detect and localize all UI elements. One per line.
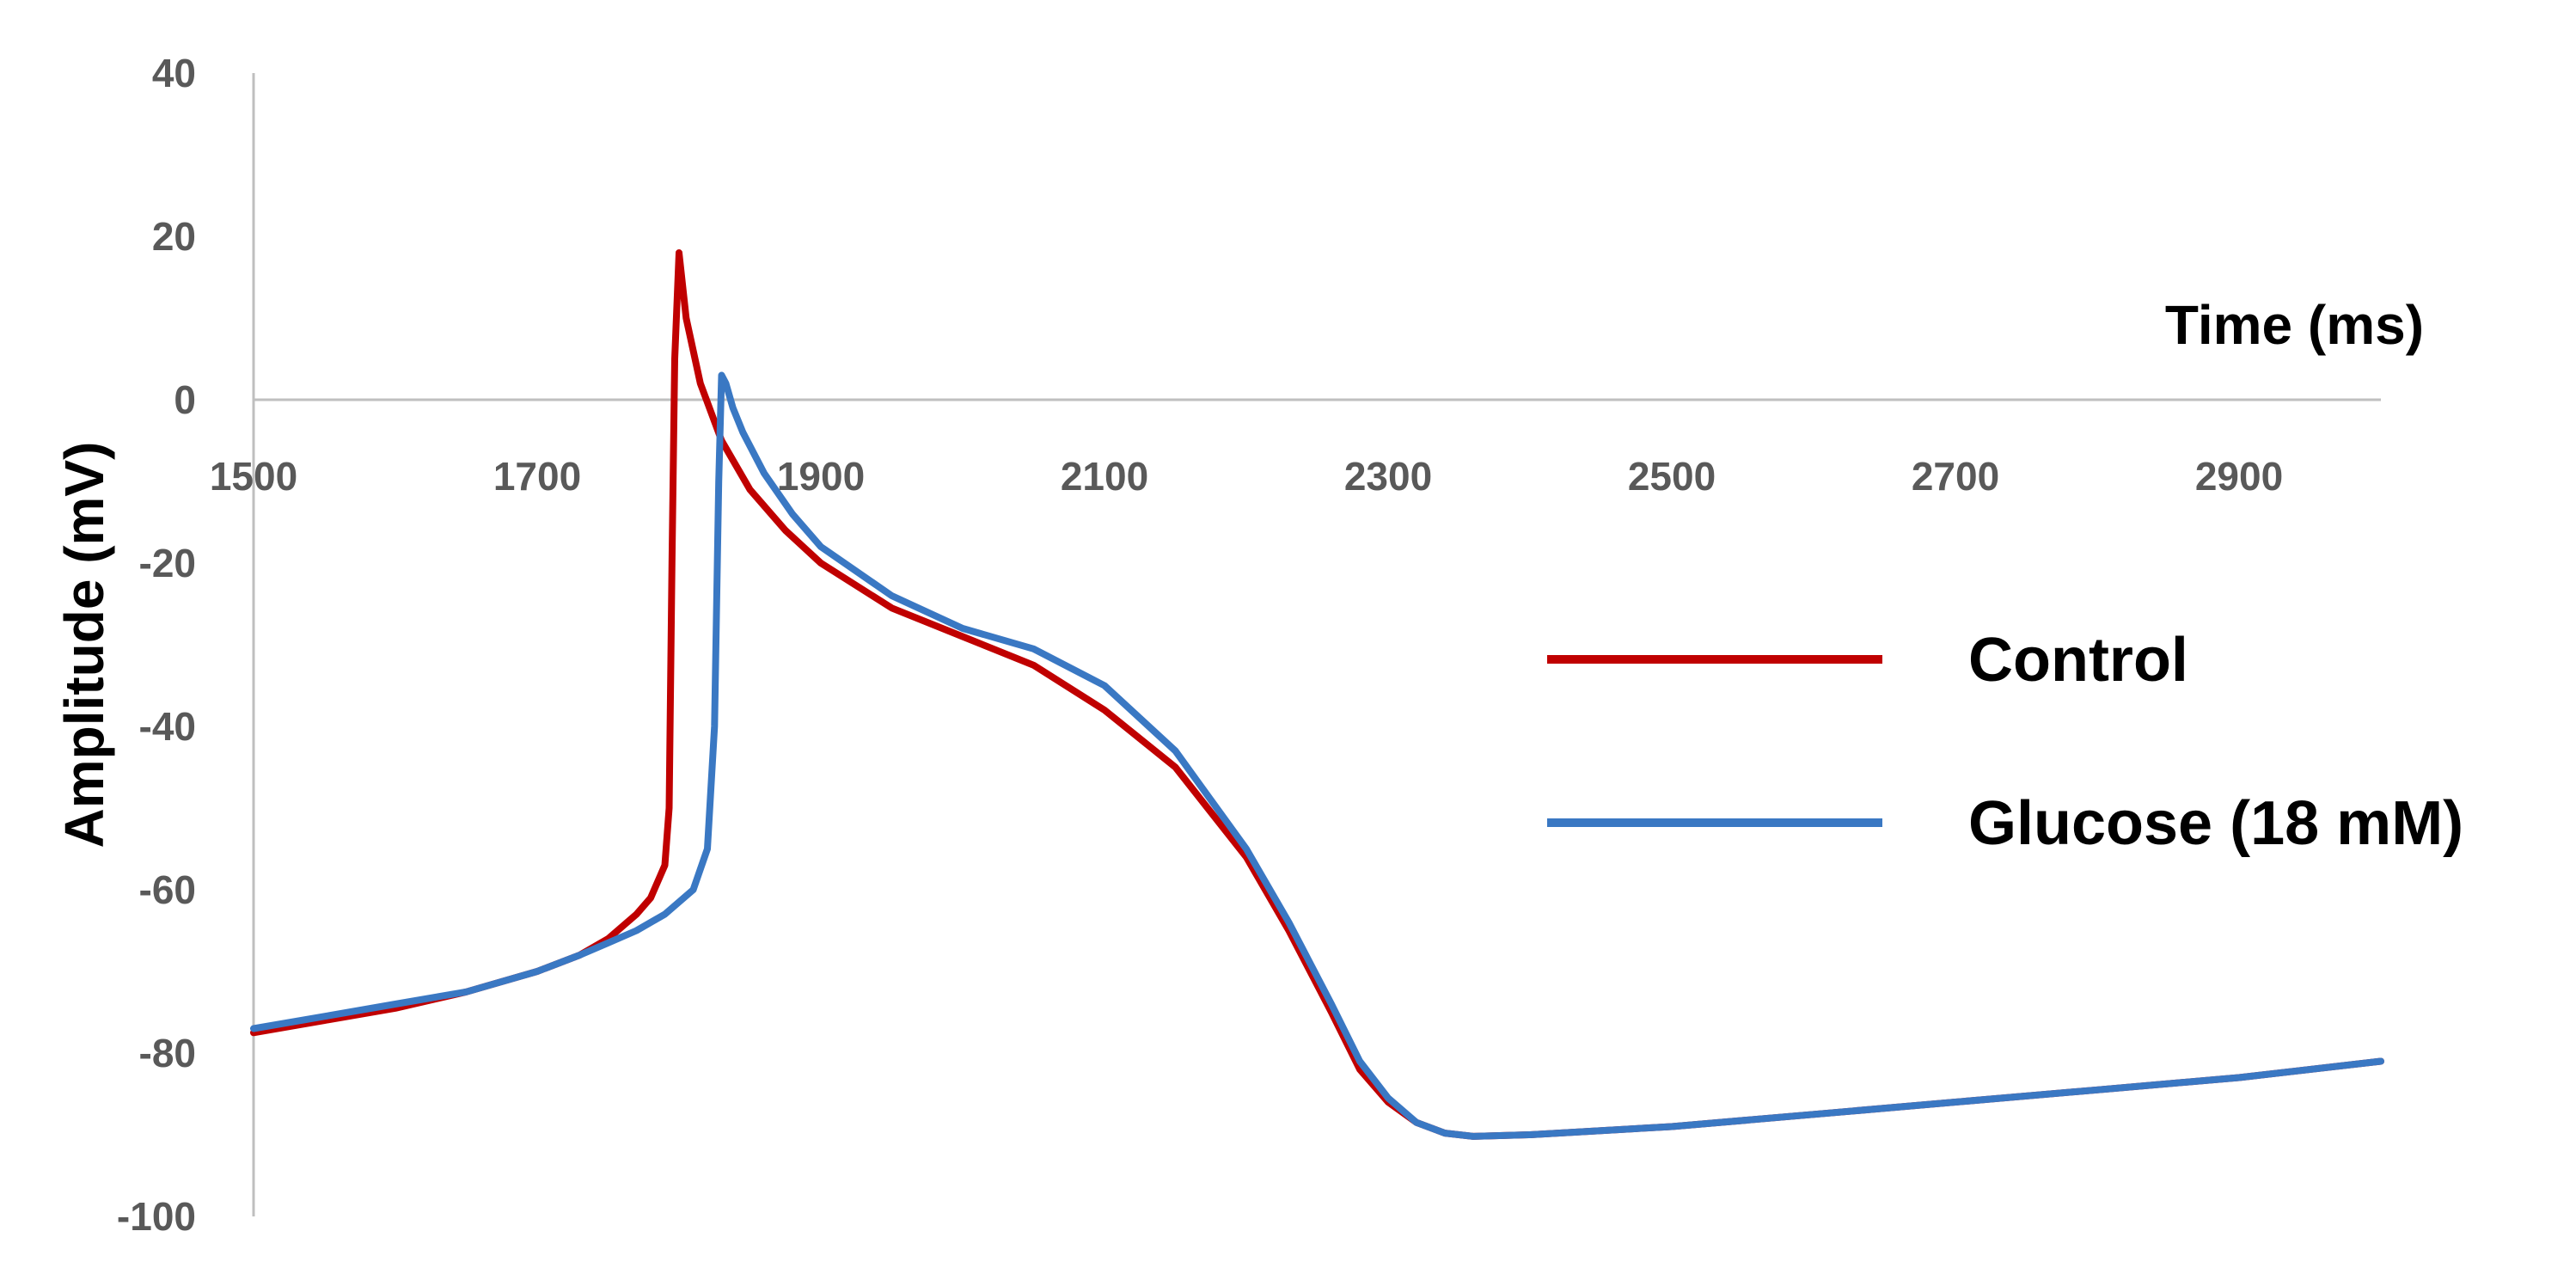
y-tick-label: -100 — [117, 1194, 196, 1239]
x-axis-title: Time (ms) — [2165, 294, 2424, 356]
y-tick-label: 20 — [152, 214, 196, 259]
legend: Control Glucose (18 mM) — [1547, 626, 2463, 858]
y-tick-label: 40 — [152, 51, 196, 95]
x-tick-label: 2100 — [1061, 454, 1148, 499]
y-tick-label: -20 — [139, 541, 196, 585]
y-tick-label: -40 — [139, 704, 196, 749]
x-tick-label: 1700 — [493, 454, 581, 499]
series-lines — [250, 249, 2384, 1140]
y-tick-label: -60 — [139, 867, 196, 912]
x-tick-label: 2300 — [1344, 454, 1432, 499]
y-tick-label: -80 — [139, 1031, 196, 1075]
x-tick-label: 2900 — [2195, 454, 2283, 499]
y-tick-label: 0 — [174, 377, 196, 422]
series-line-glucose — [250, 371, 2384, 1140]
x-tick-label: 1500 — [210, 454, 297, 499]
x-tick-label: 2700 — [1912, 454, 1999, 499]
legend-label-glucose: Glucose (18 mM) — [1968, 789, 2463, 858]
legend-label-control: Control — [1968, 626, 2188, 695]
x-tick-labels: 1500 1700 1900 2100 2300 2500 2700 2900 — [210, 454, 2283, 499]
y-tick-labels: 40 20 0 -20 -40 -60 -80 -100 — [117, 51, 196, 1239]
y-axis-title: Amplitude (mV) — [53, 442, 115, 848]
x-tick-label: 1900 — [777, 454, 865, 499]
x-tick-label: 2500 — [1628, 454, 1716, 499]
